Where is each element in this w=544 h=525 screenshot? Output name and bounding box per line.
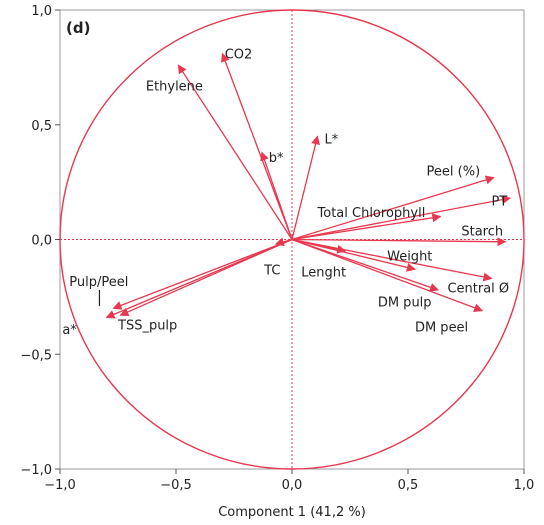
vector-starch [291,237,507,247]
vector-label-l: L* [324,133,338,148]
vector-label-tc: TC [263,263,280,278]
vector-label-weight: Weight [387,250,432,265]
x-tick-label: −1,0 [44,478,76,493]
x-tick-label: 0,5 [398,478,419,493]
vector-lenght [291,238,347,254]
vector-tss-pulp [119,238,293,317]
vector-label-lenght: Lenght [301,266,346,281]
vector-total-chlorophyll [291,213,442,241]
vector-label-peel: Peel (%) [427,165,481,180]
vector-label-b: b* [269,151,284,166]
x-axis-title: Component 1 (41,2 %) [218,505,366,520]
vector-label-co2: CO2 [225,48,253,63]
x-tick-label: 1,0 [514,478,535,493]
y-tick-label: −1,0 [20,463,52,478]
panel-label: (d) [66,19,90,37]
x-tick-label: 0,0 [282,478,303,493]
vector-co2 [221,52,293,240]
vector-peel [291,175,495,241]
vector-pt [291,195,511,241]
y-tick-label: 0,0 [31,234,52,249]
vector-label-pulp-peel: Pulp/Peel [69,275,128,290]
vector-l [291,135,320,240]
vector-label-a: a* [62,323,77,338]
vector-label-total-chlorophyll: Total Chlorophyll [317,206,426,221]
vector-pulp-peel [112,238,293,310]
vector-label-dm-pulp: DM pulp [378,295,432,310]
y-tick-label: 0,5 [31,119,52,134]
vector-label-dm-peel: DM peel [415,321,468,336]
y-tick-label: −0,5 [20,348,52,363]
vector-dm-peel [291,238,484,313]
vector-label-pt: PT [492,194,508,209]
x-tick-label: −0,5 [160,478,192,493]
vector-label-tss-pulp: TSS_pulp [117,318,177,333]
vector-ethylene [177,64,293,240]
vector-dm-pulp [291,238,440,292]
y-tick-label: 1,0 [31,4,52,19]
vector-b [260,151,293,240]
vector-label-ethylene: Ethylene [146,80,203,95]
vector-label-starch: Starch [461,224,503,239]
vector-label-central: Central Ø [447,282,509,297]
